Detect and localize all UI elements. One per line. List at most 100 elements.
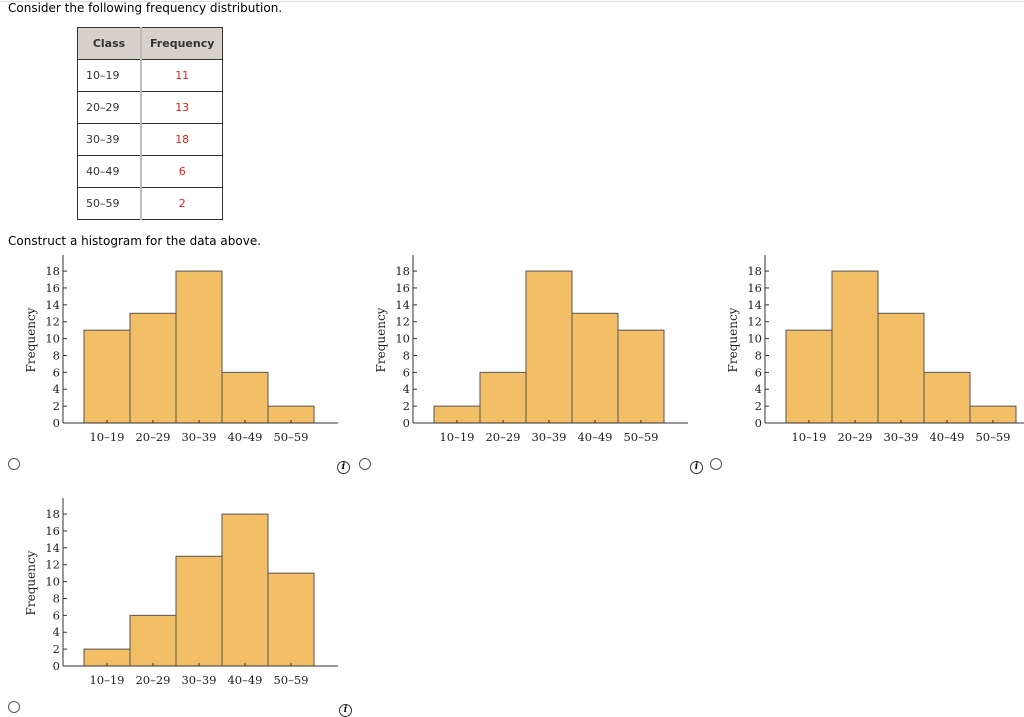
- y-tick-label: 10: [45, 332, 60, 346]
- y-tick-label: 12: [747, 315, 762, 329]
- x-tick-label: 40–49: [929, 430, 964, 444]
- y-tick-label: 12: [45, 315, 60, 329]
- histogram-option-b: 10–19 20–29 30–39 40–49 50–59 0 2 4 6 8 10 12 14 16 18…: [374, 255, 688, 444]
- y-tick-label: 10: [45, 575, 60, 589]
- y-tick-label: 12: [395, 315, 410, 329]
- frequency-cell: 13: [140, 91, 224, 124]
- y-tick-label: 18: [45, 507, 60, 521]
- histogram-bar: [525, 270, 573, 424]
- histogram-bar: [221, 371, 269, 424]
- y-tick-label: 0: [53, 416, 60, 430]
- x-tick-label: 20–29: [837, 430, 872, 444]
- y-tick-label: 6: [403, 365, 410, 379]
- y-axis-label: Frequency: [374, 307, 388, 372]
- histogram-bar: [571, 312, 619, 424]
- frequency-cell: 2: [140, 187, 224, 220]
- histogram-bar: [923, 371, 971, 424]
- x-tick-label: 40–49: [227, 673, 262, 687]
- y-tick-label: 4: [53, 382, 60, 396]
- y-tick-label: 0: [53, 659, 60, 673]
- header-frequency: Frequency: [140, 27, 224, 60]
- y-tick-label: 16: [45, 281, 60, 295]
- instruction-text: Construct a histogram for the data above…: [8, 234, 262, 248]
- y-tick-label: 6: [53, 608, 60, 622]
- x-tick-label: 10–19: [439, 430, 474, 444]
- histogram-bar: [617, 329, 665, 424]
- histogram-bar: [785, 329, 833, 424]
- x-tick-label: 10–19: [791, 430, 826, 444]
- y-tick-label: 4: [755, 382, 762, 396]
- y-tick-label: 10: [395, 332, 410, 346]
- table-header-row: Class Frequency: [77, 27, 224, 60]
- table-row: 40–49 6: [77, 155, 224, 188]
- y-tick-label: 14: [395, 298, 410, 312]
- y-tick-label: 4: [403, 382, 410, 396]
- y-tick-label: 4: [53, 625, 60, 639]
- question-text: Consider the following frequency distrib…: [8, 1, 283, 15]
- y-tick-label: 18: [45, 264, 60, 278]
- frequency-table: Class Frequency 10–19 11 20–29 13 30–39 18 4…: [77, 27, 224, 220]
- table-row: 10–19 11: [77, 59, 224, 92]
- histogram-bar: [175, 270, 223, 424]
- histogram-option-d: 10–19 20–29 30–39 40–49 50–59 0 2 4 6 8 10 12 14 16 18…: [24, 498, 338, 687]
- y-tick-label: 14: [747, 298, 762, 312]
- y-tick-label: 6: [755, 365, 762, 379]
- y-tick-label: 8: [53, 348, 60, 362]
- frequency-cell: 18: [140, 123, 224, 156]
- y-axis-label: Frequency: [726, 307, 740, 372]
- y-tick-label: 14: [45, 541, 60, 555]
- header-class: Class: [77, 27, 142, 60]
- histogram-bar: [129, 614, 177, 667]
- class-cell: 40–49: [77, 155, 142, 188]
- x-tick-label: 30–39: [181, 673, 216, 687]
- histogram-bar: [83, 329, 131, 424]
- histogram-option-a: 10–19 20–29 30–39 40–49 50–59 0 2 4 6 8 10 12 14 16 18…: [24, 255, 338, 444]
- histogram-bar: [221, 513, 269, 667]
- histogram-bar: [175, 555, 223, 667]
- y-tick-label: 8: [403, 348, 410, 362]
- y-axis-label: Frequency: [24, 550, 38, 615]
- y-tick-label: 0: [755, 416, 762, 430]
- x-tick-label: 10–19: [89, 673, 124, 687]
- x-tick-label: 50–59: [623, 430, 658, 444]
- x-tick-label: 30–39: [531, 430, 566, 444]
- class-cell: 10–19: [77, 59, 142, 92]
- info-icon[interactable]: i: [690, 461, 703, 474]
- table-row: 50–59 2: [77, 187, 224, 220]
- y-tick-label: 2: [755, 399, 762, 413]
- y-tick-label: 14: [45, 298, 60, 312]
- y-tick-label: 18: [395, 264, 410, 278]
- y-tick-label: 16: [395, 281, 410, 295]
- info-icon[interactable]: i: [339, 704, 352, 717]
- y-tick-label: 8: [53, 591, 60, 605]
- x-tick-label: 50–59: [975, 430, 1010, 444]
- y-tick-label: 2: [53, 399, 60, 413]
- y-tick-label: 16: [747, 281, 762, 295]
- histogram-bar: [479, 371, 527, 424]
- histogram-bar: [877, 312, 925, 424]
- radio-option-c[interactable]: [710, 458, 722, 470]
- x-tick-label: 10–19: [89, 430, 124, 444]
- x-tick-label: 20–29: [485, 430, 520, 444]
- radio-option-b[interactable]: [359, 458, 371, 470]
- info-icon[interactable]: i: [337, 461, 350, 474]
- y-tick-label: 2: [403, 399, 410, 413]
- top-divider: [0, 1, 1024, 2]
- y-tick-label: 2: [53, 642, 60, 656]
- frequency-cell: 11: [140, 59, 224, 92]
- x-tick-label: 50–59: [273, 430, 308, 444]
- histogram-bar: [267, 572, 315, 667]
- x-tick-label: 40–49: [577, 430, 612, 444]
- radio-option-d[interactable]: [8, 701, 20, 713]
- y-tick-label: 8: [755, 348, 762, 362]
- x-tick-label: 30–39: [181, 430, 216, 444]
- y-tick-label: 18: [747, 264, 762, 278]
- y-tick-label: 16: [45, 524, 60, 538]
- x-tick-label: 40–49: [227, 430, 262, 444]
- y-tick-label: 12: [45, 558, 60, 572]
- x-tick-label: 30–39: [883, 430, 918, 444]
- radio-option-a[interactable]: [8, 458, 20, 470]
- y-axis-label: Frequency: [24, 307, 38, 372]
- histogram-option-c: 10–19 20–29 30–39 40–49 50–59 0 2 4 6 8 10 12 14 16 18…: [726, 255, 1024, 444]
- x-tick-label: 20–29: [135, 430, 170, 444]
